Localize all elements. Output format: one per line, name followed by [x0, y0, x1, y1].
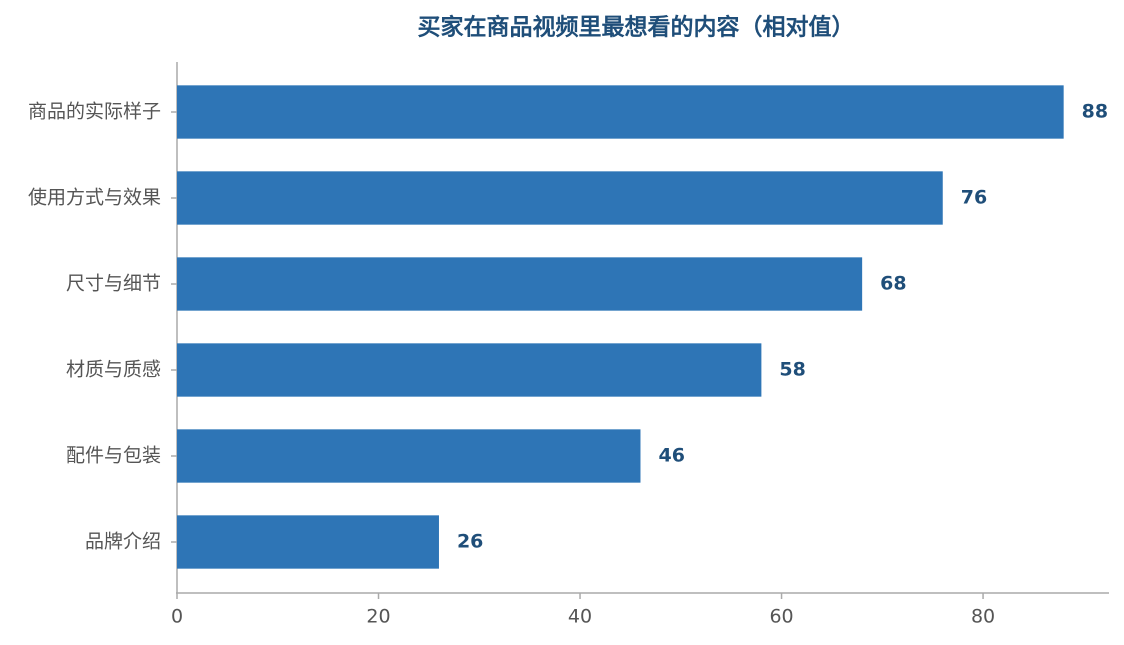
value-label: 76 — [961, 187, 987, 209]
x-tick-label: 80 — [971, 606, 995, 628]
value-label: 58 — [779, 359, 805, 381]
bar — [177, 171, 943, 225]
x-tick-label: 60 — [769, 606, 793, 628]
x-tick-label: 0 — [171, 606, 183, 628]
bar — [177, 429, 641, 483]
bar — [177, 343, 762, 397]
x-tick-label: 40 — [568, 606, 592, 628]
value-label: 68 — [880, 273, 906, 295]
y-tick-label: 品牌介绍 — [85, 531, 161, 553]
bar — [177, 257, 863, 311]
y-tick-label: 材质与质感 — [66, 359, 161, 381]
y-tick-label: 商品的实际样子 — [28, 101, 161, 123]
x-tick-label: 20 — [366, 606, 390, 628]
bar — [177, 85, 1064, 139]
value-label: 26 — [457, 531, 483, 553]
y-tick-label: 使用方式与效果 — [28, 187, 161, 209]
y-tick-label: 尺寸与细节 — [66, 273, 161, 295]
value-label: 46 — [658, 445, 684, 467]
bar — [177, 515, 439, 569]
y-tick-label: 配件与包装 — [66, 445, 161, 467]
value-label: 88 — [1082, 101, 1108, 123]
chart-title: 买家在商品视频里最想看的内容（相对值） — [418, 14, 855, 41]
